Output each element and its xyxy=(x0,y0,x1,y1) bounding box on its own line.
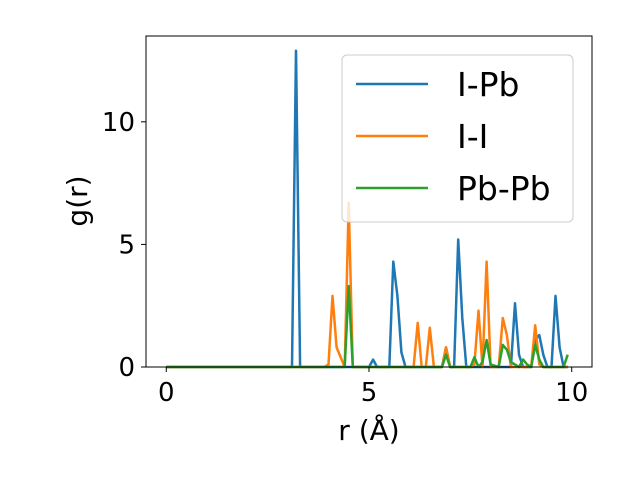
legend-label: I-I xyxy=(457,117,488,156)
legend-label: Pb-Pb xyxy=(457,169,551,208)
y-axis-label: g(r) xyxy=(61,175,94,226)
x-axis-ticks: 0 5 10 xyxy=(158,367,588,408)
x-tick-label: 5 xyxy=(361,378,378,408)
series-line-2 xyxy=(166,284,569,369)
legend-label: I-Pb xyxy=(457,65,520,104)
x-tick-label: 10 xyxy=(555,378,588,408)
y-tick-label: 10 xyxy=(102,108,135,138)
legend-box xyxy=(341,54,574,223)
series-line-1 xyxy=(166,201,568,369)
x-axis-label: r (Å) xyxy=(338,413,399,447)
y-tick-label: 5 xyxy=(118,230,135,260)
x-tick-label: 0 xyxy=(158,378,175,408)
legend: I-Pb I-I Pb-Pb xyxy=(341,54,574,223)
y-tick-label: 0 xyxy=(118,353,135,383)
y-axis-ticks: 0 5 10 xyxy=(102,108,146,383)
